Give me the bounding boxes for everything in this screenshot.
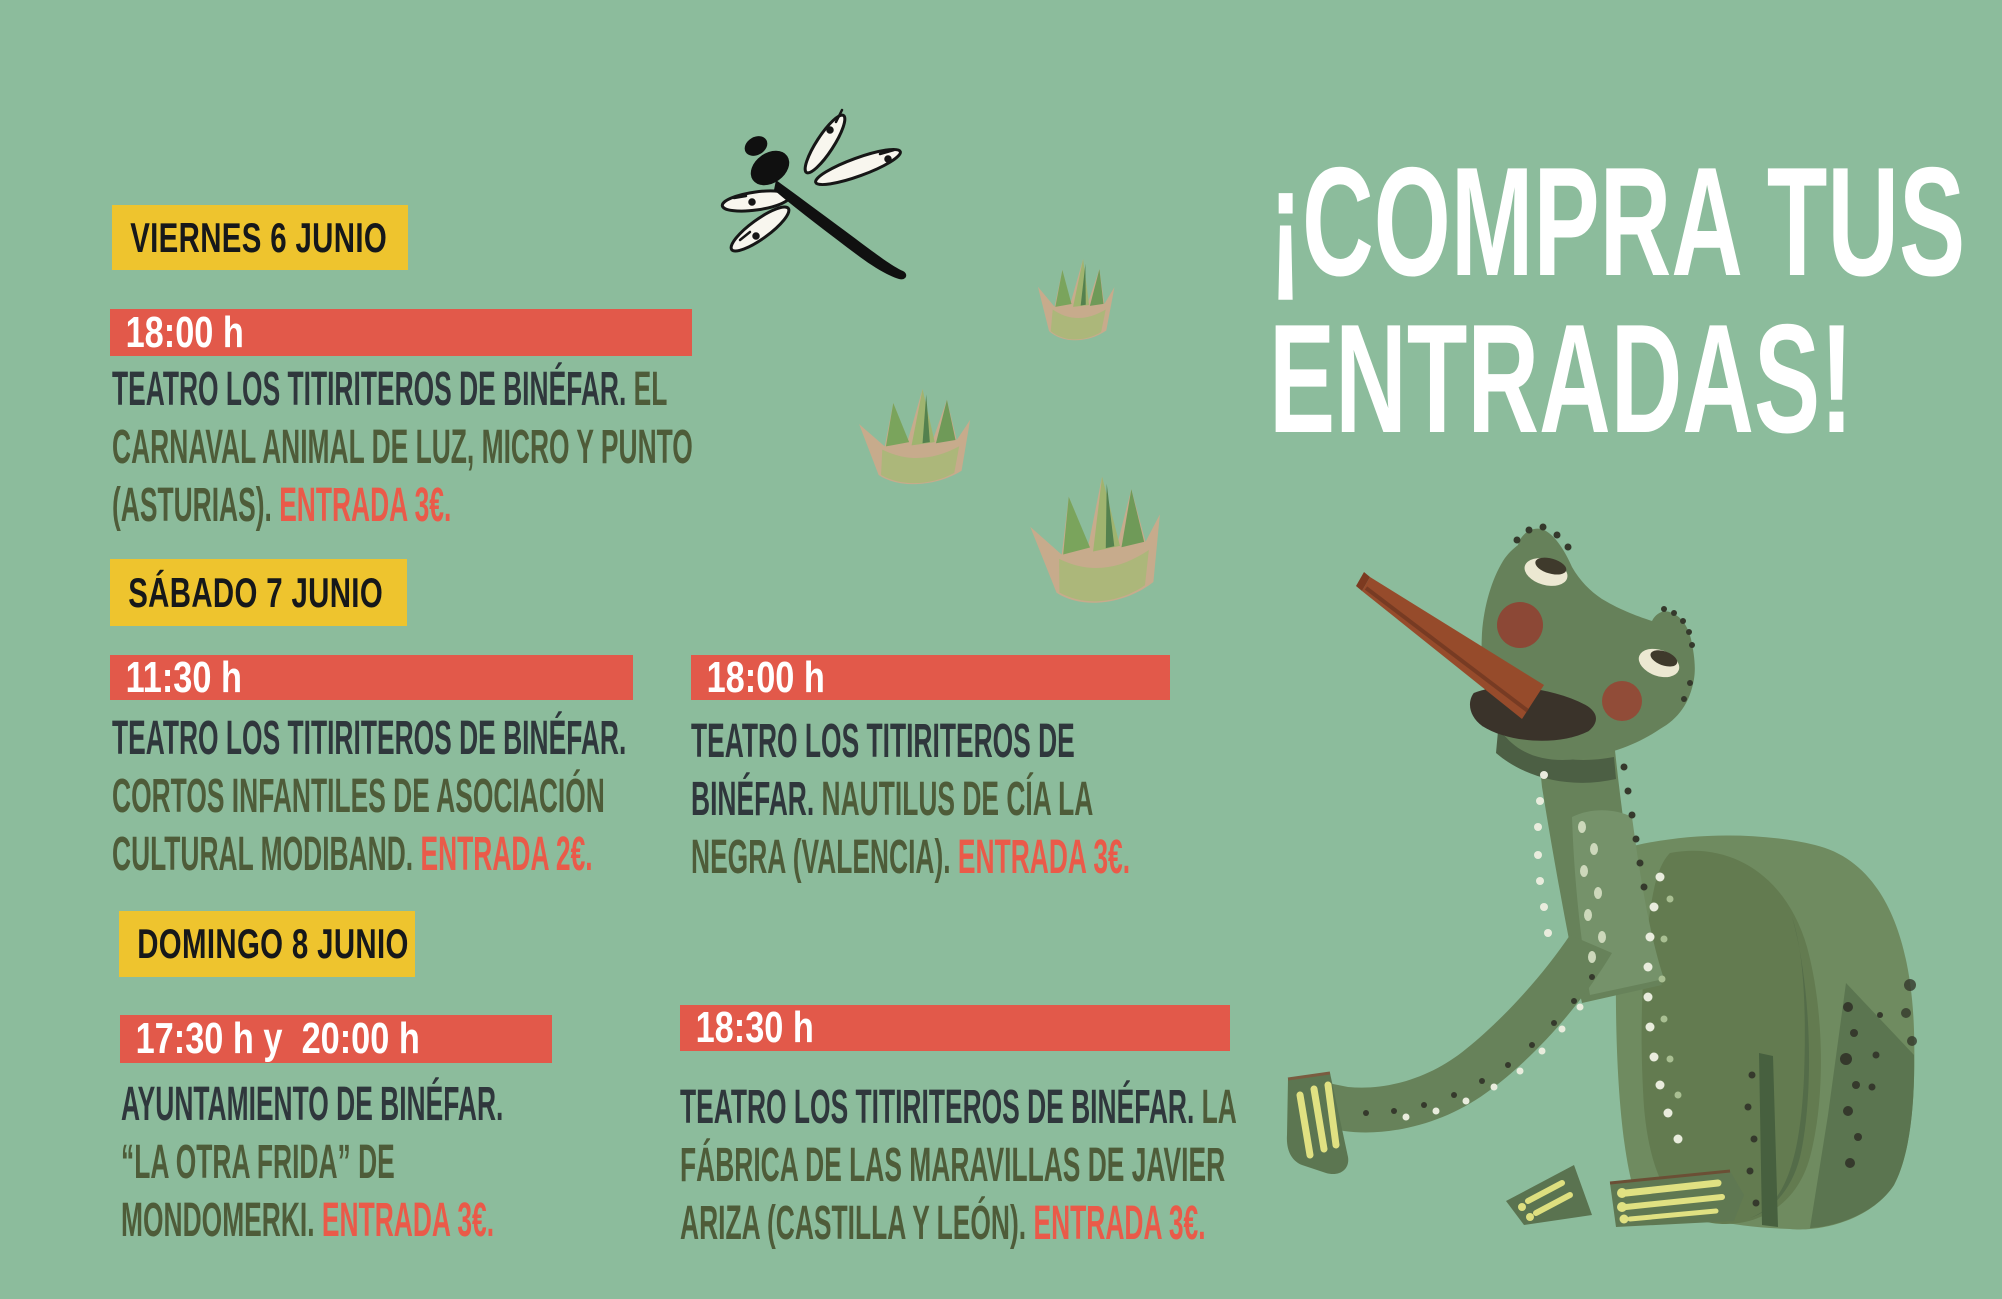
price-text: ENTRADA 3€. [957,831,1131,884]
event-line: ARIZA (CASTILLA Y LEÓN). ENTRADA 3€. [680,1195,1237,1253]
crown-icon [1020,469,1170,616]
time-bar-sabado-1130: 11:30 h [110,652,633,702]
time-bar-sabado-1800: 18:00 h [691,652,1170,702]
venue-text: TEATRO LOS TITIRITEROS DE BINÉFAR. [112,712,627,765]
price-text: ENTRADA 2€. [420,828,593,881]
show-text: CULTURAL MODIBAND. [112,828,421,881]
time-bar-domingo-1830: 18:30 h [680,1003,1230,1052]
date-label: DOMINGO 8 JUNIO [137,920,409,967]
title-line-1: ¡COMPRA TUS [1269,135,1966,308]
event-line: TEATRO LOS TITIRITEROS DE BINÉFAR. [112,710,626,768]
poster-title: ¡COMPRA TUS ENTRADAS! [1107,143,2002,457]
date-label: VIERNES 6 JUNIO [130,213,388,261]
show-text: NAUTILUS DE CÍA LA [821,773,1094,826]
crown-icon [1031,254,1120,349]
event-line: (ASTURIAS). ENTRADA 3€. [112,477,693,535]
event-line: FÁBRICA DE LAS MARAVILLAS DE JAVIER [680,1137,1237,1195]
price-text: ENTRADA 3€. [321,1194,495,1247]
venue-text: TEATRO LOS TITIRITEROS DE BINÉFAR. [112,363,627,416]
event-text-domingo-1830: TEATRO LOS TITIRITEROS DE BINÉFAR. LA FÁ… [680,1079,1692,1253]
time-label: 11:30 h [125,652,242,702]
title-line-2: ENTRADAS! [1269,292,1854,465]
event-line: TEATRO LOS TITIRITEROS DE BINÉFAR. EL [112,361,693,419]
event-line: CULTURAL MODIBAND. ENTRADA 2€. [112,826,626,884]
show-text: CORTOS INFANTILES DE ASOCIACIÓN [112,770,605,823]
show-text: LA [1201,1081,1237,1134]
venue-text: TEATRO LOS TITIRITEROS DE [691,715,1075,768]
dragonfly-icon [720,108,907,280]
event-line: “LA OTRA FRIDA” DE [121,1134,503,1192]
event-text-sabado-1800: TEATRO LOS TITIRITEROS DE BINÉFAR. NAUTI… [691,713,1489,887]
date-badge-viernes: VIERNES 6 JUNIO [112,205,408,270]
frog-with-pipe-illustration [1286,523,1917,1230]
show-text: MONDOMERKI. [121,1194,322,1247]
event-text-domingo-1730: AYUNTAMIENTO DE BINÉFAR. “LA OTRA FRIDA”… [121,1076,816,1250]
event-line: CARNAVAL ANIMAL DE LUZ, MICRO Y PUNTO [112,419,693,477]
venue-text: AYUNTAMIENTO DE BINÉFAR. [121,1078,504,1131]
event-line: MONDOMERKI. ENTRADA 3€. [121,1192,503,1250]
date-badge-domingo: DOMINGO 8 JUNIO [119,911,415,977]
show-text: (ASTURIAS). [112,479,280,532]
venue-text: BINÉFAR. [691,773,822,826]
time-label: 17:30 h y 20:00 h [135,1014,420,1063]
show-text: NEGRA (VALENCIA). [691,831,958,884]
show-text: ARIZA (CASTILLA Y LEÓN). [680,1197,1034,1250]
event-line: CORTOS INFANTILES DE ASOCIACIÓN [112,768,626,826]
event-line: NEGRA (VALENCIA). ENTRADA 3€. [691,829,1130,887]
time-bar-domingo-1730: 17:30 h y 20:00 h [120,1014,552,1063]
time-label: 18:00 h [706,652,825,702]
event-line: TEATRO LOS TITIRITEROS DE [691,713,1130,771]
show-text: EL [626,363,668,416]
time-label: 18:00 h [125,307,244,357]
price-text: ENTRADA 3€. [1033,1197,1206,1250]
date-badge-sabado: SÁBADO 7 JUNIO [110,559,407,626]
time-label: 18:30 h [695,1003,814,1052]
date-label: SÁBADO 7 JUNIO [128,568,384,616]
event-text-sabado-1130: TEATRO LOS TITIRITEROS DE BINÉFAR. CORTO… [112,710,1047,884]
show-text: CARNAVAL ANIMAL DE LUZ, MICRO Y PUNTO [112,421,693,474]
crown-icon [853,386,975,492]
show-text: “LA OTRA FRIDA” DE [121,1136,395,1189]
time-bar-viernes-1800: 18:00 h [110,307,692,357]
event-line: TEATRO LOS TITIRITEROS DE BINÉFAR. LA [680,1079,1237,1137]
venue-text: TEATRO LOS TITIRITEROS DE BINÉFAR. [680,1081,1202,1134]
event-line: AYUNTAMIENTO DE BINÉFAR. [121,1076,503,1134]
show-text: FÁBRICA DE LAS MARAVILLAS DE JAVIER [680,1139,1226,1192]
price-text: ENTRADA 3€. [279,479,452,532]
event-line: BINÉFAR. NAUTILUS DE CÍA LA [691,771,1130,829]
event-text-viernes-1800: TEATRO LOS TITIRITEROS DE BINÉFAR. EL CA… [112,361,1168,535]
